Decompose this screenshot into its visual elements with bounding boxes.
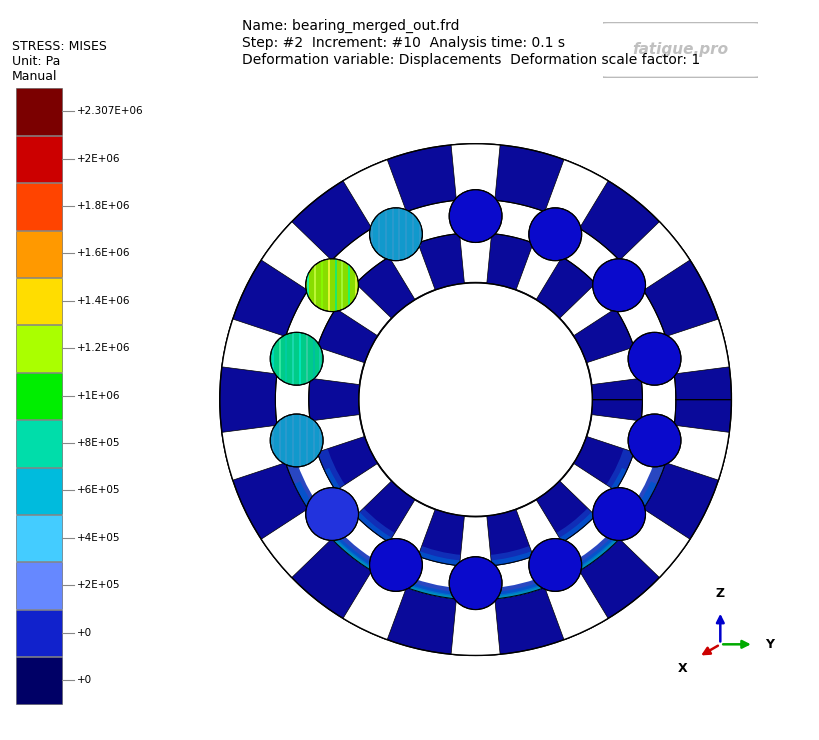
Wedge shape (586, 347, 640, 385)
Text: Y: Y (764, 638, 773, 650)
Text: Manual: Manual (11, 70, 57, 83)
Text: +2E+05: +2E+05 (77, 580, 120, 590)
Wedge shape (619, 509, 690, 578)
Text: +6E+05: +6E+05 (77, 485, 120, 495)
Text: +2E+06: +2E+06 (77, 154, 120, 164)
Wedge shape (559, 464, 615, 516)
Bar (16, 657, 61, 704)
Wedge shape (515, 243, 562, 299)
Circle shape (369, 208, 422, 260)
Wedge shape (459, 517, 491, 567)
Wedge shape (450, 144, 500, 200)
Wedge shape (310, 347, 364, 385)
Wedge shape (619, 221, 690, 290)
Text: +0: +0 (77, 675, 92, 685)
Text: Deformation variable: Displacements  Deformation scale factor: 1: Deformation variable: Displacements Defo… (242, 53, 699, 67)
Text: +8E+05: +8E+05 (77, 438, 120, 448)
Circle shape (592, 488, 645, 540)
Text: +1E+06: +1E+06 (77, 391, 120, 400)
Text: X: X (677, 662, 686, 676)
Wedge shape (310, 414, 364, 452)
Circle shape (270, 414, 323, 467)
Text: +0: +0 (77, 628, 92, 637)
Wedge shape (293, 482, 657, 600)
Circle shape (449, 189, 501, 243)
Wedge shape (388, 243, 435, 299)
Circle shape (627, 332, 680, 386)
Bar (16, 136, 61, 182)
Wedge shape (666, 425, 729, 480)
Wedge shape (335, 464, 391, 516)
Wedge shape (260, 221, 331, 290)
Wedge shape (322, 527, 628, 600)
Circle shape (627, 414, 680, 467)
Wedge shape (459, 232, 491, 283)
Bar (16, 373, 61, 420)
Wedge shape (314, 440, 636, 567)
Text: +2.307E+06: +2.307E+06 (77, 106, 143, 116)
Bar (16, 326, 61, 371)
Wedge shape (221, 319, 284, 374)
Wedge shape (282, 448, 668, 600)
Bar (16, 88, 61, 135)
Text: +1.4E+06: +1.4E+06 (77, 296, 130, 306)
Wedge shape (515, 500, 562, 556)
Text: Name: bearing_merged_out.frd: Name: bearing_merged_out.frd (242, 18, 459, 33)
Wedge shape (221, 425, 284, 480)
Circle shape (449, 556, 501, 610)
Bar (16, 610, 61, 656)
Circle shape (270, 332, 323, 386)
Wedge shape (666, 319, 729, 374)
Circle shape (305, 488, 358, 540)
Bar (16, 515, 61, 562)
Wedge shape (260, 509, 331, 578)
Text: Step: #2  Increment: #10  Analysis time: 0.1 s: Step: #2 Increment: #10 Analysis time: 0… (242, 36, 564, 50)
Text: +1.6E+06: +1.6E+06 (77, 249, 130, 258)
Text: fatigue.pro: fatigue.pro (631, 42, 728, 58)
Wedge shape (335, 283, 391, 335)
Bar (16, 278, 61, 324)
Text: +4E+05: +4E+05 (77, 533, 120, 542)
Text: Z: Z (715, 587, 724, 600)
Wedge shape (545, 571, 608, 640)
Wedge shape (559, 283, 615, 335)
Circle shape (528, 539, 581, 591)
Circle shape (369, 539, 422, 591)
Bar (16, 468, 61, 514)
Wedge shape (450, 599, 500, 656)
Wedge shape (342, 571, 405, 640)
Wedge shape (324, 468, 627, 567)
Text: STRESS: MISES: STRESS: MISES (11, 40, 106, 53)
Wedge shape (388, 500, 435, 556)
Circle shape (305, 259, 358, 312)
Polygon shape (219, 144, 731, 656)
Wedge shape (545, 159, 608, 228)
Text: +1.8E+06: +1.8E+06 (77, 201, 130, 211)
Polygon shape (309, 233, 641, 566)
Circle shape (592, 259, 645, 312)
Bar (16, 562, 61, 609)
Wedge shape (311, 512, 639, 600)
Circle shape (528, 208, 581, 260)
FancyBboxPatch shape (599, 22, 761, 78)
Text: Unit: Pa: Unit: Pa (11, 55, 60, 68)
Bar (16, 420, 61, 467)
Wedge shape (586, 414, 640, 452)
Bar (16, 184, 61, 229)
Wedge shape (342, 159, 405, 228)
Text: +1.2E+06: +1.2E+06 (77, 343, 130, 353)
Bar (16, 231, 61, 277)
